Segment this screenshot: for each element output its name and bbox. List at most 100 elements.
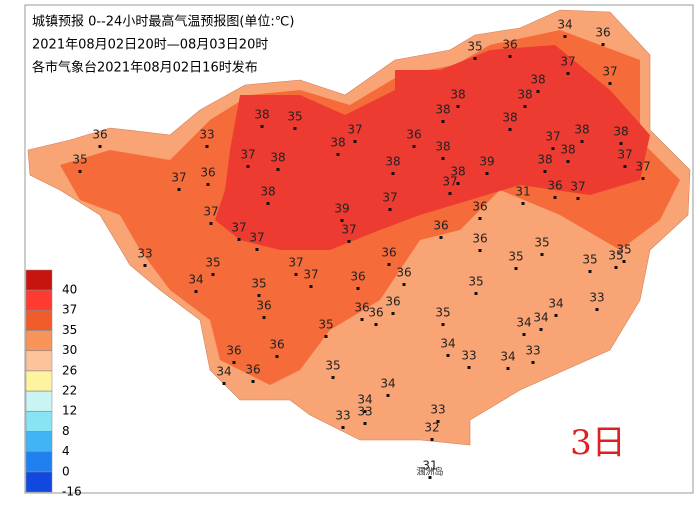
station-temp: 34 [548,297,563,311]
station-temp: 36 [406,128,421,142]
station-temp: 36 [256,299,271,313]
station-dot [260,125,264,128]
station-dot [246,165,250,168]
station-dot [194,290,198,293]
station-dot [478,217,482,220]
legend-label: -16 [62,485,82,499]
legend-swatch [25,411,53,432]
station-temp: 35 [616,243,631,257]
station-temp: 39 [334,202,349,216]
station-temp: 38 [254,108,269,122]
station-dot [531,361,535,364]
station-temp: 36 [472,200,487,214]
station-dot [388,208,392,211]
station-temp: 34 [500,350,515,364]
station-dot [539,328,543,331]
station-dot [266,202,270,205]
station-temp: 37 [347,123,362,137]
station-temp: 37 [442,175,457,189]
legend-label: 4 [62,444,70,458]
legend-swatch [25,451,53,473]
station-dot [521,202,525,205]
legend-label: 12 [62,404,77,418]
station-dot [441,323,445,326]
station-temp: 36 [385,295,400,309]
station-temp: 33 [199,128,214,142]
station-temp: 31 [422,459,437,473]
station-temp: 38 [260,185,275,199]
station-dot [293,127,297,130]
station-dot [566,72,570,75]
station-temp: 36 [396,266,411,280]
station-temp: 33 [430,403,445,417]
station-dot [324,335,328,338]
legend-label: 26 [62,363,77,377]
station-dot [232,361,236,364]
island-label: 涠洲岛 [416,466,443,478]
station-dot [391,172,395,175]
station-temp: 38 [330,136,345,150]
station-temp: 34 [380,377,395,391]
station-temp: 36 [547,179,562,193]
station-dot [341,426,345,429]
legend-swatch [25,310,53,331]
station-dot [98,145,102,148]
station-dot [641,177,645,180]
station-dot [595,308,599,311]
legend-label: 22 [62,384,77,398]
station-temp: 34 [533,311,548,325]
station-dot [508,128,512,131]
station-temp: 34 [216,365,231,379]
station-temp: 34 [188,273,203,287]
station-temp: 36 [354,301,369,315]
station-temp: 38 [530,73,545,87]
station-temp: 38 [613,125,628,139]
station-temp: 34 [440,337,455,351]
station-temp: 34 [557,18,572,32]
station-dot [255,248,259,251]
station-temp: 33 [137,247,152,261]
station-temp: 37 [203,205,218,219]
station-dot [360,318,364,321]
station-temp: 37 [288,256,303,270]
legend-label: 0 [62,464,70,478]
station-temp: 38 [435,103,450,117]
station-dot [485,172,489,175]
station-temp: 38 [560,143,575,157]
legend-swatch [25,390,53,412]
station-temp: 33 [461,349,476,363]
station-dot [374,323,378,326]
station-temp: 35 [468,275,483,289]
station-temp: 35 [251,277,266,291]
station-temp: 36 [595,26,610,40]
station-dot [543,170,547,173]
station-temp: 37 [560,55,575,69]
legend-label: 30 [62,343,77,357]
legend-swatch [25,370,53,392]
station-temp: 34 [357,393,372,407]
station-temp: 38 [517,88,532,102]
legend-label: 37 [62,303,77,317]
station-dot [623,165,627,168]
station-dot [363,422,367,425]
station-temp: 38 [385,155,400,169]
station-dot [177,188,181,191]
station-temp: 37 [602,65,617,79]
station-dot [386,394,390,397]
station-temp: 33 [525,344,540,358]
station-dot [522,333,526,336]
station-temp: 37 [635,160,650,174]
station-dot [205,145,209,148]
station-dot [441,157,445,160]
station-dot [257,294,261,297]
station-temp: 35 [508,250,523,264]
station-temp: 37 [382,191,397,205]
station-dot [588,270,592,273]
station-dot [436,420,440,423]
station-dot [143,264,147,267]
station-dot [363,410,367,413]
legend-swatch [25,289,53,311]
station-temp: 38 [450,165,465,179]
